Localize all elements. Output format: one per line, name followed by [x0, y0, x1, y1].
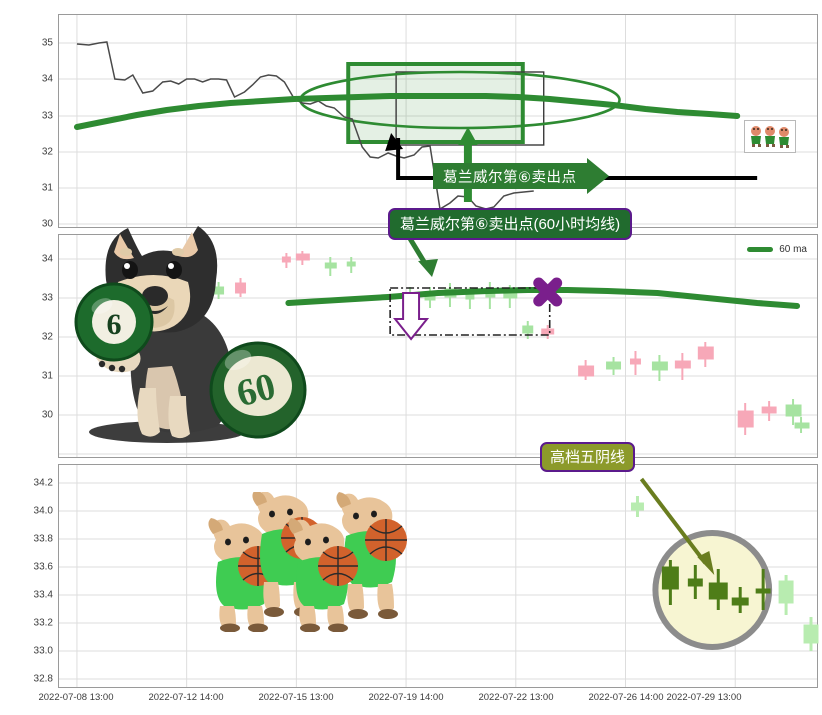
basketball-dogs-graphic — [208, 490, 407, 633]
olive-arrow-into-circle — [639, 477, 715, 575]
xtick-6: 2022-07-29 13:00 — [666, 692, 742, 703]
annotation-five-bear-pill: 高档五阴线 — [540, 442, 636, 472]
ytick-bot-1: 34.0 — [33, 505, 53, 517]
annotation-sell-point-banner-text: 葛兰威尔第⑥卖出点 — [443, 169, 577, 186]
dashdot-highlight-rect — [389, 287, 551, 336]
xtick-4: 2022-07-22 13:00 — [478, 692, 554, 703]
illustration-basketball-dogs — [196, 490, 446, 633]
ytick-bot-3: 33.6 — [33, 561, 53, 573]
annotation-sell-point-banner: 葛兰威尔第⑥卖出点 — [433, 158, 608, 194]
ytick-bot-5: 33.2 — [33, 617, 53, 629]
panel-top-plot — [59, 15, 817, 227]
ytick-bot-4: 33.4 — [33, 589, 53, 601]
ytick-bot-2: 33.8 — [33, 533, 53, 545]
candle-bottom-trailing — [778, 575, 819, 651]
purple-down-arrow — [393, 292, 430, 341]
xtick-5: 2022-07-26 14:00 — [588, 692, 664, 703]
basketball-dog-3 — [336, 492, 407, 619]
dog-with-balls-graphic: 6 60 — [74, 226, 307, 443]
panel-bottom-plot — [59, 465, 819, 687]
ytick-top-2: 33 — [41, 110, 53, 122]
ytick-mid-2: 32 — [41, 331, 53, 343]
ytick-mid-3: 31 — [41, 370, 53, 382]
thumbnail-dogs-image — [744, 120, 796, 153]
xtick-0: 2022-07-08 13:00 — [38, 692, 114, 703]
ytick-mid-4: 30 — [41, 409, 53, 421]
purple-x-marker — [533, 277, 563, 307]
ytick-bot-0: 34.2 — [33, 477, 53, 489]
legend-swatch-60ma — [747, 247, 774, 252]
price-line-series — [76, 41, 534, 211]
basketball-dog-1 — [208, 518, 278, 633]
legend-label-60ma: 60 ma — [779, 244, 807, 255]
xtick-2: 2022-07-15 13:00 — [258, 692, 334, 703]
black-elbow-arrow — [385, 133, 758, 180]
ytick-bot-7: 32.8 — [33, 673, 53, 685]
annotation-sell-point-pill: 葛兰威尔第⑥卖出点(60小时均线) — [388, 208, 633, 240]
ball-6-number: 6 — [107, 308, 122, 341]
gridlines-vertical — [76, 15, 736, 227]
illustration-dog-with-balls: 6 60 — [62, 218, 317, 456]
ytick-top-5: 30 — [41, 218, 53, 230]
xtick-3: 2022-07-19 14:00 — [368, 692, 444, 703]
ytick-mid-0: 34 — [41, 253, 53, 265]
panel-bottom-candlestick: 34.2 34.0 33.8 33.6 33.4 33.2 33.0 32.8 — [34, 464, 819, 688]
annotation-five-bear-pill-text: 高档五阴线 — [550, 449, 626, 466]
thumbnail-dogs-icon — [751, 126, 789, 148]
ytick-bot-6: 33.0 — [33, 645, 53, 657]
candle-bottom-isolated-high — [630, 496, 644, 517]
panel-top-price-line: 35 34 33 32 31 30 — [42, 14, 818, 230]
ytick-top-1: 34 — [41, 73, 53, 85]
candle-group-five-bearish — [661, 560, 771, 613]
legend-60ma: 60 ma — [747, 244, 807, 255]
ytick-mid-1: 33 — [41, 292, 53, 304]
ytick-top-0: 35 — [41, 37, 53, 49]
annotation-sell-point-pill-text: 葛兰威尔第⑥卖出点(60小时均线) — [400, 216, 621, 233]
basketball-dog-4 — [288, 518, 358, 633]
ytick-top-4: 31 — [41, 182, 53, 194]
ytick-top-3: 32 — [41, 146, 53, 158]
ma60-line-series — [73, 93, 741, 130]
xtick-1: 2022-07-12 14:00 — [148, 692, 224, 703]
